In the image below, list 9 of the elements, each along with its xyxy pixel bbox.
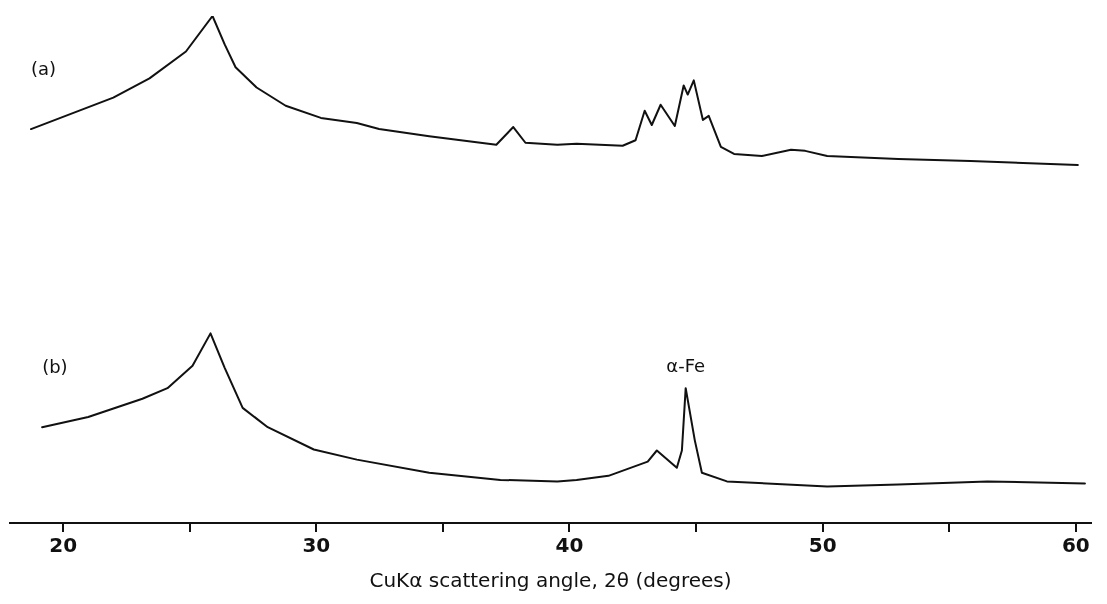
text: (a)	[31, 57, 57, 79]
x-tick-label: 60	[1061, 533, 1090, 558]
x-axis-title: CuKα scattering angle, 2θ (degrees)	[369, 568, 732, 593]
x-tick-label: 20	[49, 533, 78, 558]
x-tick-label: 40	[555, 533, 584, 558]
x-tick-label: 30	[302, 533, 331, 558]
annotation: α-Fe	[666, 354, 706, 376]
x-tick-label: 50	[808, 533, 837, 558]
text: (b)	[42, 355, 68, 377]
